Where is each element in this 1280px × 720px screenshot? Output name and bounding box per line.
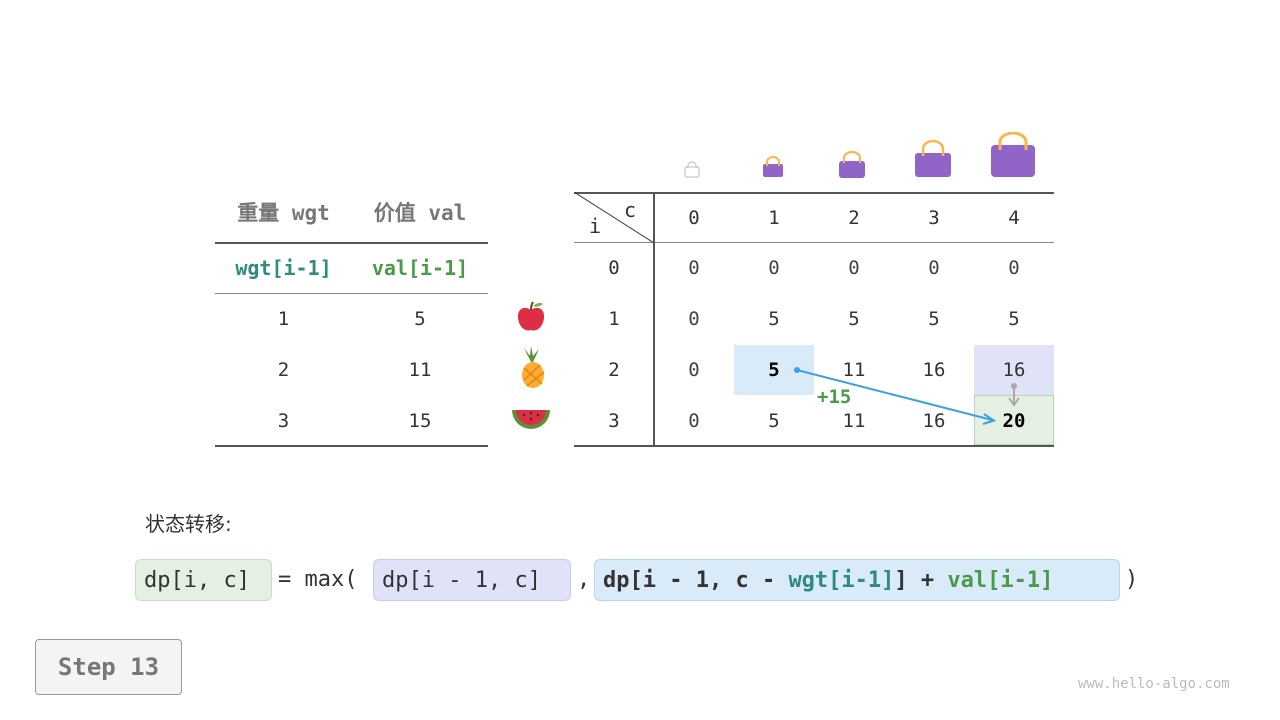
- header-value: 价值 val: [373, 201, 467, 225]
- val-cell: 5: [414, 308, 426, 330]
- val-cell: 11: [408, 359, 432, 381]
- dp-cell: 0: [1008, 257, 1020, 279]
- term2-part: dp[i - 1, c -: [603, 567, 789, 593]
- row-header: 0: [608, 257, 620, 279]
- corner-i-label: i: [589, 214, 602, 238]
- divider: [574, 242, 1054, 243]
- watermelon-icon: [512, 410, 550, 429]
- dp-cell: 16: [922, 359, 946, 381]
- col-header: 0: [688, 207, 700, 229]
- dp-cell: 5: [848, 308, 860, 330]
- apple-icon: [517, 301, 545, 331]
- bag-icon: [839, 151, 865, 178]
- row-header: 3: [608, 410, 620, 432]
- wgt-cell: 3: [277, 410, 290, 432]
- dp-cell: 5: [928, 308, 940, 330]
- dp-cell: 0: [688, 257, 700, 279]
- divider: [574, 192, 1054, 194]
- bag-icon: [763, 156, 783, 177]
- transition-label: 状态转移:: [145, 512, 232, 536]
- step-indicator: Step 13: [35, 639, 182, 695]
- col-header: 4: [1008, 207, 1020, 229]
- divider: [215, 445, 488, 447]
- max-fn: max(: [304, 567, 358, 592]
- bag-icon: [915, 140, 951, 177]
- subheader-wgt: wgt[i-1]: [235, 256, 332, 280]
- formula-term2: dp[i - 1, c - wgt[i-1]] + val[i-1]: [594, 559, 1120, 601]
- val-cell: 15: [408, 410, 432, 432]
- wgt-cell: 1: [277, 308, 290, 330]
- divider: [653, 192, 655, 446]
- dp-cell: 5: [768, 308, 780, 330]
- col-header: 1: [768, 207, 780, 229]
- term2-part: ] +: [894, 567, 948, 593]
- dp-cell: 5: [768, 410, 780, 432]
- pineapple-icon: [522, 346, 545, 388]
- empty-bag-icon: [684, 161, 700, 178]
- dp-cell: 0: [688, 410, 700, 432]
- col-header: 3: [928, 207, 940, 229]
- header-weight: 重量 wgt: [237, 201, 330, 225]
- dp-cell: 0: [848, 257, 860, 279]
- dp-cell: 0: [688, 308, 700, 330]
- row-header: 1: [608, 308, 620, 330]
- col-header: 2: [848, 207, 860, 229]
- row-header: 2: [608, 359, 620, 381]
- dp-cell: 0: [688, 359, 700, 381]
- equals: =: [278, 567, 292, 592]
- value-annotation: +15: [817, 386, 852, 408]
- divider: [574, 445, 1054, 447]
- term2-wgt: wgt[i-1]: [788, 567, 895, 593]
- dp-cell: 5: [1008, 308, 1020, 330]
- term2-val: val[i-1]: [947, 567, 1054, 593]
- dp-cell: 16: [922, 410, 946, 432]
- formula-eq: = max(: [278, 567, 357, 592]
- subheader-val: val[i-1]: [371, 256, 469, 280]
- dp-cell: 0: [768, 257, 780, 279]
- divider: [215, 293, 488, 294]
- formula-term1: dp[i - 1, c]: [373, 559, 571, 601]
- dp-cell: 20: [1002, 410, 1026, 432]
- watermark: www.hello-algo.com: [1078, 676, 1230, 692]
- corner-diagonal: [574, 192, 654, 243]
- formula-lhs: dp[i, c]: [135, 559, 272, 601]
- bag-icon: [991, 132, 1035, 177]
- dp-cell: 0: [928, 257, 940, 279]
- wgt-cell: 2: [277, 359, 290, 381]
- corner-c-label: c: [624, 198, 637, 222]
- divider: [215, 242, 488, 244]
- dp-cell: 16: [1002, 359, 1026, 381]
- formula-close: ): [1125, 567, 1139, 592]
- dp-cell: 5: [768, 359, 780, 381]
- formula-comma: ,: [577, 567, 591, 592]
